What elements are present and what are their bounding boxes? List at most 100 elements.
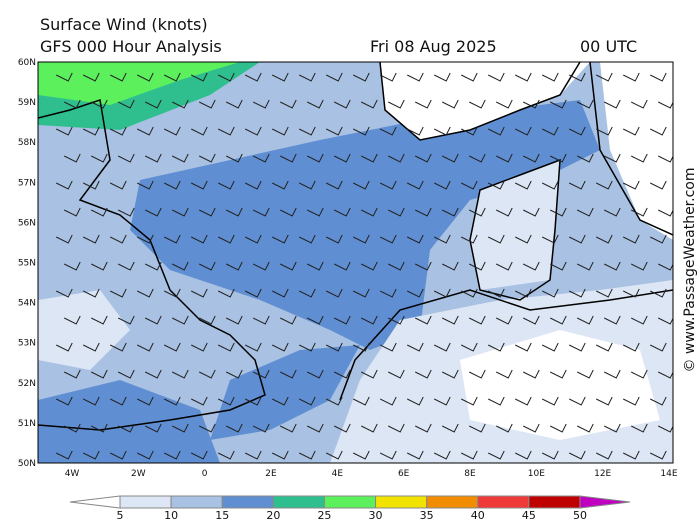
- wind-barb: [406, 234, 424, 244]
- wind-barb: [514, 342, 532, 352]
- wind-barb: [82, 342, 100, 352]
- wind-barb: [109, 234, 127, 244]
- colorbar-segment: [272, 495, 325, 509]
- wind-barb: [649, 72, 667, 82]
- wind-barb: [541, 126, 559, 136]
- colorbar-low: [69, 495, 121, 509]
- wind-barb: [622, 72, 640, 82]
- lon-label: 6E: [398, 469, 410, 479]
- wind-barb: [649, 396, 667, 406]
- wind-barb: [387, 261, 405, 271]
- wind-barb: [360, 207, 378, 217]
- wind-barb: [568, 126, 586, 136]
- wind-barb: [387, 207, 405, 217]
- wind-barb: [117, 423, 135, 433]
- wind-barb: [225, 315, 243, 325]
- wind-barb: [163, 234, 181, 244]
- wind-barb: [109, 126, 127, 136]
- wind-barb: [298, 126, 316, 136]
- wind-barb: [333, 369, 351, 379]
- wind-barb: [549, 423, 567, 433]
- wind-barb: [63, 261, 81, 271]
- colorbar-label: 5: [117, 509, 124, 522]
- lat-label: 56N: [18, 218, 36, 228]
- wind-barb: [414, 423, 432, 433]
- wind-barb: [541, 342, 559, 352]
- axis-labels: 60N 59N 58N 57N 56N 55N 54N 53N 52N 51N 50N 4W 2W 0 2E…: [18, 58, 678, 479]
- wind-barb: [487, 342, 505, 352]
- wind-barb: [298, 72, 316, 82]
- wind-barb: [63, 153, 81, 163]
- colorbar-label: 50: [573, 509, 587, 522]
- wind-barb: [379, 288, 397, 298]
- wind-barb: [568, 396, 586, 406]
- wind-barb: [271, 288, 289, 298]
- wind-barb: [468, 369, 486, 379]
- wind-barb: [360, 261, 378, 271]
- wind-barb: [82, 450, 100, 460]
- wind-barb: [685, 154, 700, 162]
- wind-barb: [441, 207, 459, 217]
- wind-barb: [541, 180, 559, 190]
- wind-barb: [144, 207, 162, 217]
- colorbar-segment: [426, 495, 479, 509]
- wind-barb: [144, 315, 162, 325]
- date: Fri 08 Aug 2025: [370, 37, 497, 56]
- wind-barb: [495, 153, 513, 163]
- wind-barb: [414, 369, 432, 379]
- wind-barb: [136, 234, 154, 244]
- wind-barb: [468, 261, 486, 271]
- wind-barb: [217, 234, 235, 244]
- wind-barb: [136, 288, 154, 298]
- wind-barb: [541, 450, 559, 460]
- wind-barb: [549, 261, 567, 271]
- wind-barb: [568, 288, 586, 298]
- wind-barb: [603, 369, 621, 379]
- wind-barb: [379, 126, 397, 136]
- wind-barb: [360, 369, 378, 379]
- wind-barb: [514, 234, 532, 244]
- wind-barb: [649, 288, 667, 298]
- wind-barb: [198, 423, 216, 433]
- wind-barb: [487, 72, 505, 82]
- wind-barb: [298, 234, 316, 244]
- wind-barb: [109, 342, 127, 352]
- wind-barb: [190, 180, 208, 190]
- wind-barb: [576, 207, 594, 217]
- wind-barb: [82, 72, 100, 82]
- wind-barb: [460, 396, 478, 406]
- wind-barb: [414, 261, 432, 271]
- wind-barb: [190, 234, 208, 244]
- lon-label: 4E: [332, 469, 344, 479]
- lat-label: 59N: [18, 98, 36, 108]
- wind-barb: [622, 288, 640, 298]
- wind-barb: [279, 153, 297, 163]
- lat-label: 52N: [18, 379, 36, 389]
- wind-barb: [190, 342, 208, 352]
- wind-barb: [271, 126, 289, 136]
- lat-label: 54N: [18, 299, 36, 309]
- wind-barb: [82, 288, 100, 298]
- wind-barb: [495, 99, 513, 109]
- wind-barb: [649, 180, 667, 190]
- wind-barbs: [55, 72, 700, 460]
- wind-barb: [406, 126, 424, 136]
- wind-barb: [298, 396, 316, 406]
- wind-barb: [468, 423, 486, 433]
- wind-barb: [333, 153, 351, 163]
- wind-barb: [595, 180, 613, 190]
- wind-barb: [387, 153, 405, 163]
- wind-barb: [433, 450, 451, 460]
- lat-label: 57N: [18, 178, 36, 188]
- wind-barb: [514, 72, 532, 82]
- wind-barb: [217, 288, 235, 298]
- wind-barb: [225, 207, 243, 217]
- wind-barb: [549, 207, 567, 217]
- wind-barb: [244, 450, 262, 460]
- wind-barb: [433, 180, 451, 190]
- wind-barb: [514, 450, 532, 460]
- wind-barb: [677, 397, 693, 405]
- colorbar-segment: [119, 495, 172, 509]
- wind-barb: [468, 207, 486, 217]
